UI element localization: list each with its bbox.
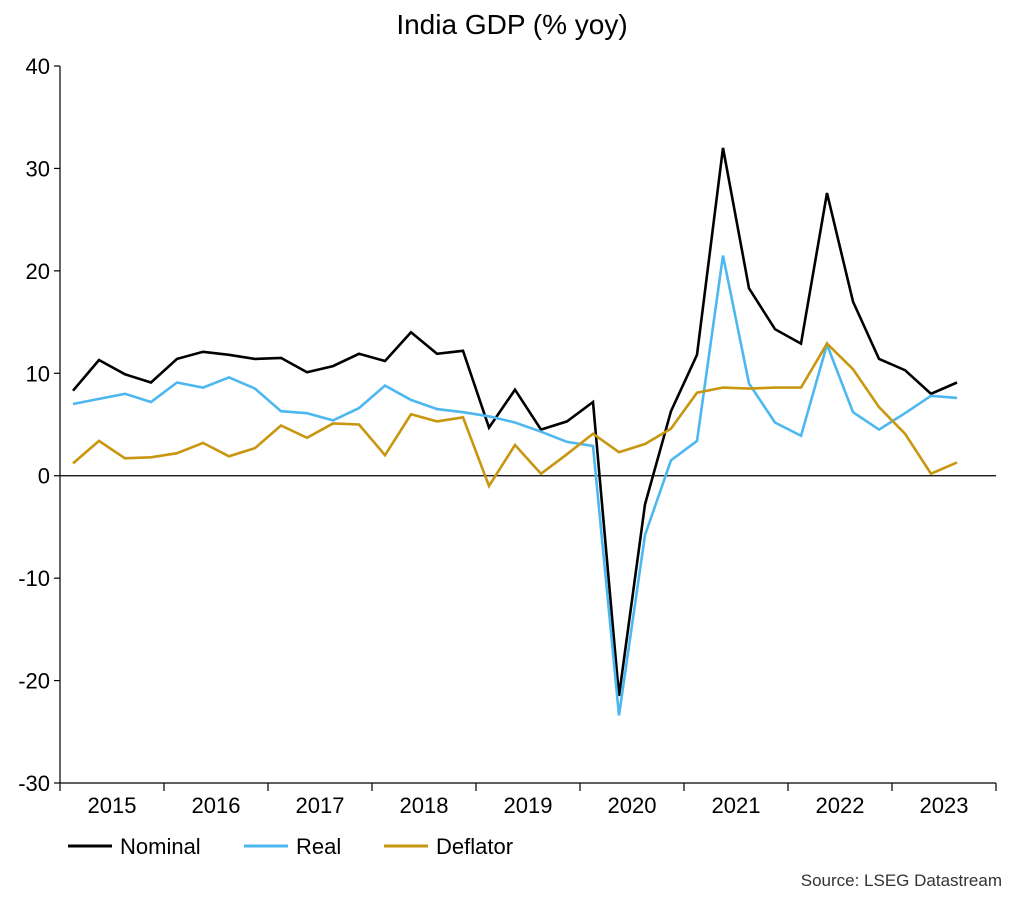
x-tick-label: 2022 bbox=[816, 793, 865, 818]
x-tick-label: 2017 bbox=[296, 793, 345, 818]
y-tick-label: -10 bbox=[18, 566, 50, 591]
series-line-real bbox=[72, 255, 958, 716]
series-line-nominal bbox=[72, 147, 958, 697]
legend-label-nominal: Nominal bbox=[120, 834, 201, 859]
y-tick-label: 40 bbox=[26, 54, 50, 79]
x-tick-label: 2016 bbox=[192, 793, 241, 818]
y-tick-label: 30 bbox=[26, 156, 50, 181]
y-tick-label: 0 bbox=[38, 464, 50, 489]
x-tick-label: 2020 bbox=[608, 793, 657, 818]
y-tick-label: -30 bbox=[18, 771, 50, 796]
y-tick-label: 20 bbox=[26, 259, 50, 284]
plot-area: -30 -20 -10 0 10 20 30 40 2015 2016 2017 2018 2019 20… bbox=[18, 54, 997, 818]
x-tick-label: 2015 bbox=[88, 793, 137, 818]
series-line-deflator bbox=[72, 341, 958, 489]
chart-title: India GDP (% yoy) bbox=[396, 9, 627, 40]
y-tick-label: 10 bbox=[26, 361, 50, 386]
legend-label-deflator: Deflator bbox=[436, 834, 513, 859]
legend-label-real: Real bbox=[296, 834, 341, 859]
source-note: Source: LSEG Datastream bbox=[801, 871, 1002, 890]
y-tick-label: -20 bbox=[18, 669, 50, 694]
x-tick-label: 2018 bbox=[400, 793, 449, 818]
legend: Nominal Real Deflator bbox=[68, 834, 513, 859]
x-tick-label: 2021 bbox=[712, 793, 761, 818]
x-tick-label: 2023 bbox=[920, 793, 969, 818]
x-tick-label: 2019 bbox=[504, 793, 553, 818]
